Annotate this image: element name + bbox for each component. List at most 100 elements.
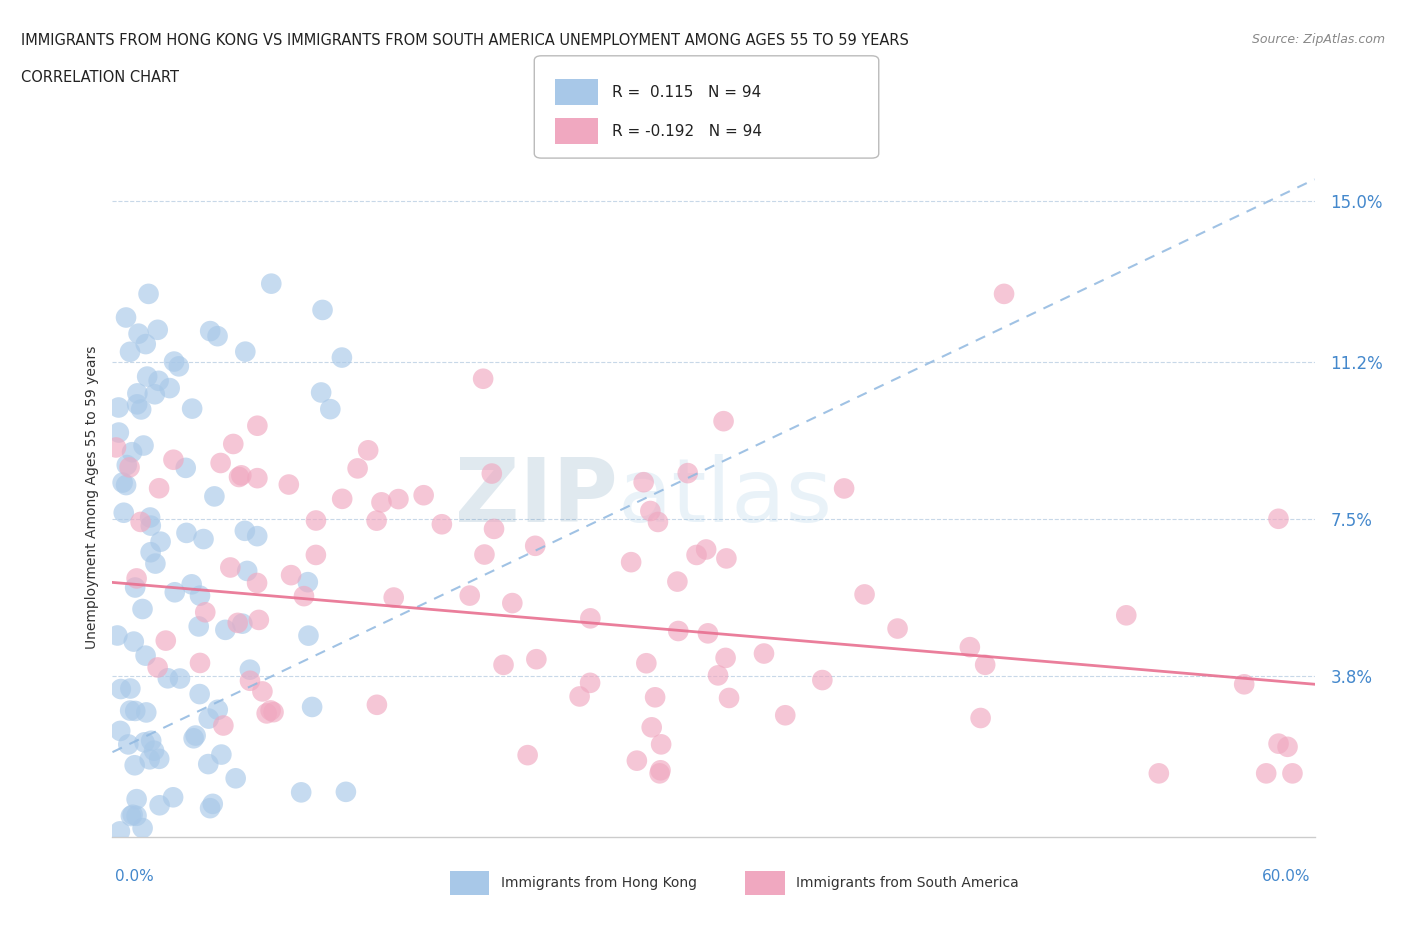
Point [458,588,481,603]
Point [181,401,204,416]
Point [1267,737,1289,751]
Point [110,682,132,697]
Point [246,528,269,543]
Point [202,489,225,504]
Point [524,538,547,553]
Point [718,690,741,705]
Point [124,703,146,718]
Text: 60.0%: 60.0% [1263,869,1310,883]
Point [697,626,720,641]
Point [974,658,997,672]
Point [163,354,186,369]
Point [516,748,538,763]
Point [387,492,409,507]
Point [647,514,669,529]
Point [752,646,775,661]
Point [292,589,315,604]
Point [650,737,672,751]
Point [233,524,256,538]
Text: IMMIGRANTS FROM HONG KONG VS IMMIGRANTS FROM SOUTH AMERICA UNEMPLOYMENT AMONG AG: IMMIGRANTS FROM HONG KONG VS IMMIGRANTS … [21,33,908,47]
Point [209,456,232,471]
Point [481,466,503,481]
Point [127,397,149,412]
Point [209,747,232,762]
Point [131,820,153,835]
Point [260,276,283,291]
Point [146,660,169,675]
Text: ZIP: ZIP [454,454,617,541]
Point [105,628,128,643]
Point [122,634,145,649]
Point [184,728,207,743]
Point [252,684,274,698]
Point [132,438,155,453]
Point [236,564,259,578]
Point [233,344,256,359]
Point [695,542,717,557]
Point [201,796,224,811]
Point [162,452,184,467]
Point [644,690,666,705]
Point [169,671,191,686]
Point [149,798,172,813]
Point [231,468,253,483]
Point [111,475,134,490]
Point [290,785,312,800]
Point [162,790,184,804]
Point [773,708,796,723]
Point [125,808,148,823]
Point [650,763,672,777]
Point [247,613,270,628]
Point [969,711,991,725]
Point [187,619,209,634]
Point [135,337,157,352]
Point [297,575,319,590]
Text: Immigrants from South America: Immigrants from South America [796,876,1018,890]
Point [231,617,253,631]
Point [139,545,162,560]
Point [707,668,730,683]
Point [188,656,211,671]
Point [143,387,166,402]
Point [246,471,269,485]
Point [472,371,495,386]
Point [139,518,162,533]
Point [309,385,332,400]
Point [959,640,981,655]
Point [226,616,249,631]
Point [492,658,515,672]
Point [174,460,197,475]
Point [330,350,353,365]
Point [335,784,357,799]
Text: atlas: atlas [617,454,832,541]
Point [648,766,671,781]
Point [263,705,285,720]
Point [197,711,219,726]
Point [501,595,523,610]
Point [246,418,269,433]
Point [382,591,405,605]
Text: Immigrants from Hong Kong: Immigrants from Hong Kong [501,876,696,890]
Point [524,652,547,667]
Point [149,534,172,549]
Point [714,650,737,665]
Point [135,648,157,663]
Point [1233,677,1256,692]
Point [124,580,146,595]
Point [370,495,392,510]
Point [633,474,655,489]
Point [1115,608,1137,623]
Text: CORRELATION CHART: CORRELATION CHART [21,70,179,85]
Point [188,686,211,701]
Point [197,757,219,772]
Point [568,689,591,704]
Point [121,807,143,822]
Point [108,425,131,440]
Point [301,699,323,714]
Point [125,571,148,586]
Point [685,548,707,563]
Point [138,286,160,301]
Point [118,344,141,359]
Point [811,672,834,687]
Point [219,560,242,575]
